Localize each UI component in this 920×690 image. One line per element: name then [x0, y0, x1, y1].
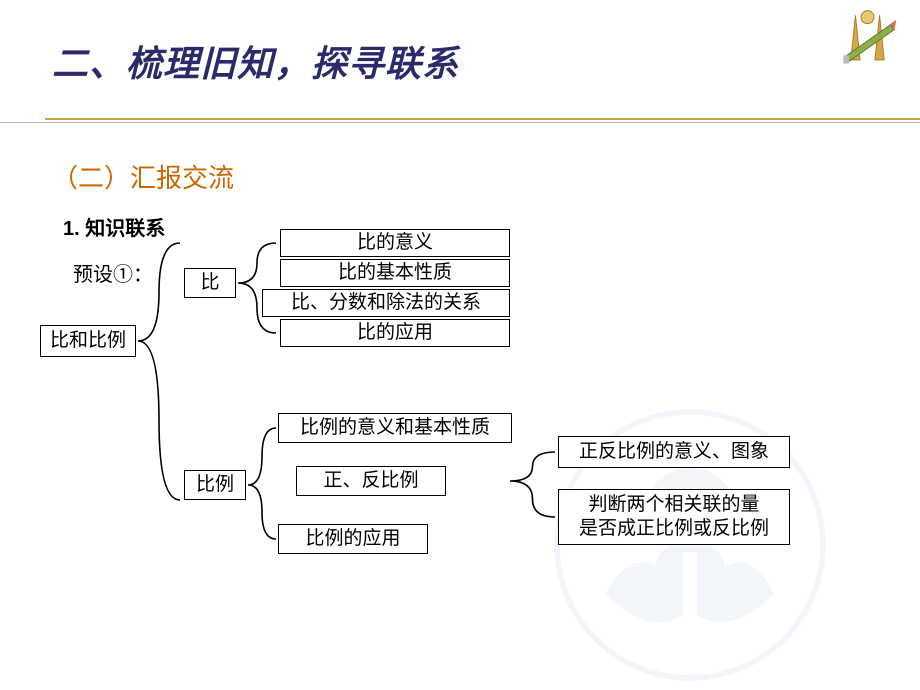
node-b3: 比、分数和除法的关系	[262, 289, 510, 317]
node-d1: 正反比例的意义、图象	[558, 436, 790, 468]
node-bili: 比例	[184, 470, 246, 500]
node-d2: 判断两个相关联的量 是否成正比例或反比例	[558, 489, 790, 545]
node-b4: 比的应用	[280, 319, 510, 347]
node-p3: 比例的应用	[278, 524, 428, 554]
subtitle: （二）汇报交流	[52, 158, 234, 195]
title-bar: 二、梳理旧知，探寻联系	[0, 0, 920, 95]
node-p1: 比例的意义和基本性质	[278, 413, 512, 443]
brace-3	[510, 452, 555, 517]
node-b1: 比的意义	[280, 229, 510, 257]
node-bi: 比	[184, 268, 236, 298]
brace-2	[248, 428, 276, 539]
node-root: 比和比例	[40, 325, 136, 357]
page-title: 二、梳理旧知，探寻联系	[52, 35, 880, 87]
preset-label: 预设①：	[73, 258, 153, 287]
node-b2: 比的基本性质	[280, 259, 510, 287]
brace-1	[238, 243, 276, 333]
drawing-tools-icon	[835, 6, 900, 71]
node-p2: 正、反比例	[296, 466, 446, 496]
title-underline	[0, 118, 920, 123]
section-label: 1. 知识联系	[63, 212, 165, 241]
